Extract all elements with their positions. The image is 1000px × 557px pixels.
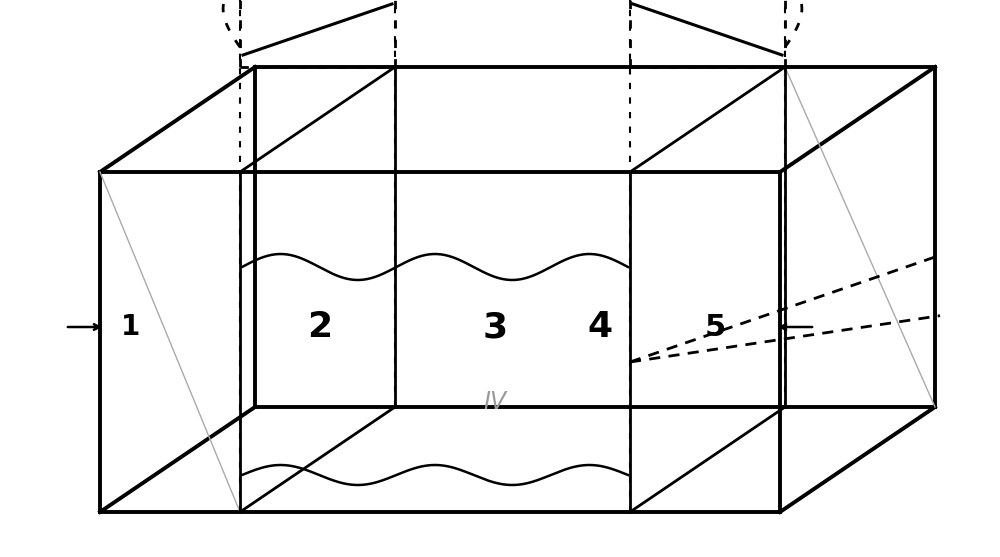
Text: 1: 1	[120, 313, 140, 341]
Text: 3: 3	[482, 310, 508, 344]
Text: 2: 2	[307, 310, 333, 344]
Text: 5: 5	[704, 312, 726, 341]
Text: 4: 4	[587, 310, 613, 344]
Text: IV: IV	[483, 390, 507, 414]
